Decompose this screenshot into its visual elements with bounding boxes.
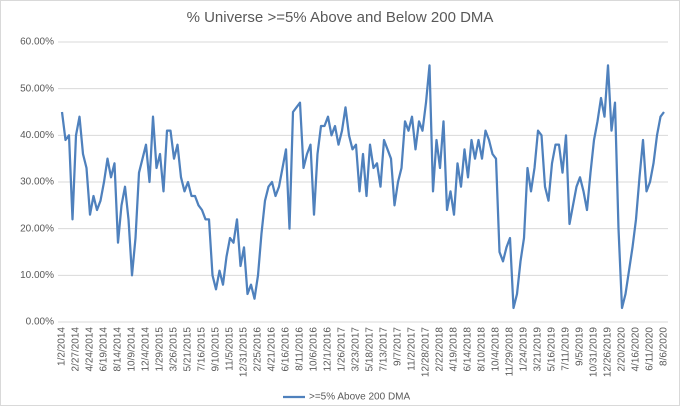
x-tick-label: 9/5/2019	[575, 327, 586, 366]
x-tick-label: 12/26/2019	[603, 327, 614, 377]
y-tick-label: 0.00%	[26, 317, 54, 328]
x-tick-label: 5/21/2015	[183, 327, 194, 372]
x-tick-label: 5/16/2019	[547, 327, 558, 372]
x-tick-label: 8/14/2014	[113, 327, 124, 372]
x-tick-label: 3/26/2015	[169, 327, 180, 372]
y-tick-label: 10.00%	[20, 270, 54, 281]
x-tick-label: 11/29/2018	[505, 327, 516, 377]
x-tick-label: 8/11/2016	[295, 327, 306, 371]
x-tick-label: 10/6/2016	[309, 327, 320, 372]
y-tick-label: 40.00%	[20, 130, 54, 141]
x-tick-label: 8/10/2018	[477, 327, 488, 372]
x-tick-label: 6/11/2020	[645, 327, 656, 371]
x-tick-label: 7/11/2019	[561, 327, 572, 371]
x-tick-label: 4/16/2020	[631, 327, 642, 372]
x-tick-label: 4/21/2016	[267, 327, 278, 372]
x-tick-label: 7/13/2017	[379, 327, 390, 372]
chart-title: % Universe >=5% Above and Below 200 DMA	[187, 9, 494, 26]
y-tick-label: 20.00%	[20, 223, 54, 234]
x-tick-label: 12/31/2015	[239, 327, 250, 377]
x-tick-label: 4/24/2014	[85, 327, 96, 372]
x-tick-label: 8/6/2020	[659, 327, 670, 366]
x-tick-label: 12/1/2016	[323, 327, 334, 372]
x-tick-label: 2/27/2014	[71, 327, 82, 372]
legend-label: >=5% Above 200 DMA	[309, 392, 411, 403]
x-tick-label: 12/28/2017	[421, 327, 432, 377]
x-tick-label: 9/7/2017	[393, 327, 404, 366]
x-tick-label: 1/26/2017	[337, 327, 348, 372]
x-tick-label: 1/24/2019	[519, 327, 530, 372]
x-tick-label: 6/16/2016	[281, 327, 292, 372]
x-tick-label: 1/2/2014	[57, 327, 68, 366]
x-tick-label: 1/29/2015	[155, 327, 166, 372]
x-tick-label: 6/14/2018	[463, 327, 474, 372]
x-tick-label: 10/4/2018	[491, 327, 502, 372]
y-tick-label: 50.00%	[20, 83, 54, 94]
x-tick-label: 2/25/2016	[253, 327, 264, 372]
x-tick-label: 5/18/2017	[365, 327, 376, 372]
x-tick-label: 4/19/2018	[449, 327, 460, 372]
x-tick-label: 10/31/2019	[589, 327, 600, 377]
x-tick-label: 3/23/2017	[351, 327, 362, 372]
x-tick-label: 11/5/2015	[225, 327, 236, 371]
data-line	[60, 64, 665, 310]
x-tick-label: 10/9/2014	[127, 327, 138, 372]
y-tick-label: 30.00%	[20, 177, 54, 188]
x-tick-label: 6/19/2014	[99, 327, 110, 372]
x-tick-label: 2/22/2018	[435, 327, 446, 372]
x-tick-label: 7/16/2015	[197, 327, 208, 372]
x-tick-label: 3/21/2019	[533, 327, 544, 372]
x-tick-label: 9/10/2015	[211, 327, 222, 372]
x-tick-label: 2/20/2020	[617, 327, 628, 372]
x-tick-label: 11/2/2017	[407, 327, 418, 371]
x-tick-label: 12/4/2014	[141, 327, 152, 372]
y-tick-label: 60.00%	[20, 37, 54, 48]
